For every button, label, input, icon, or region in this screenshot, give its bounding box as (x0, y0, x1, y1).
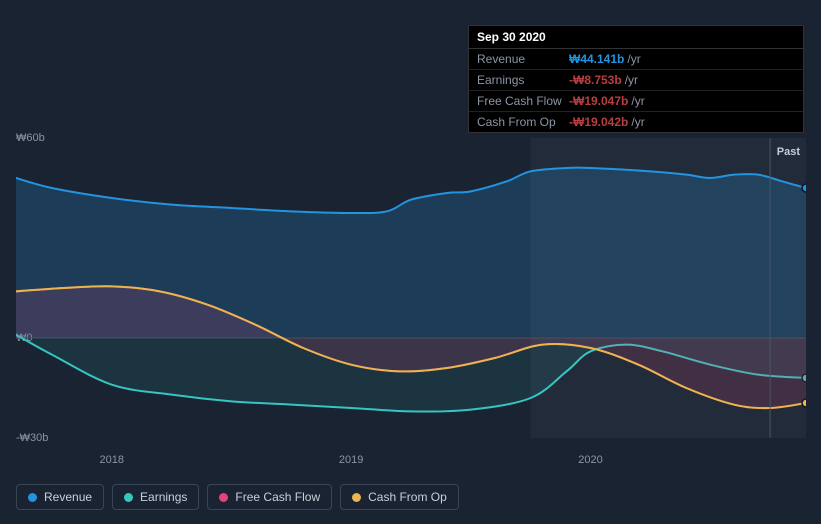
tooltip-date: Sep 30 2020 (469, 26, 803, 49)
tooltip-row-label: Free Cash Flow (477, 94, 569, 108)
tooltip-row-label: Earnings (477, 73, 569, 87)
tooltip-row-value: -₩8.753b (569, 73, 622, 87)
tooltip-row-value: -₩19.042b (569, 115, 628, 129)
legend-item-label: Cash From Op (368, 490, 447, 504)
x-axis-tick: 2018 (100, 454, 124, 466)
legend-item-label: Free Cash Flow (235, 490, 320, 504)
legend-item-label: Revenue (44, 490, 92, 504)
tooltip-row-suffix: /yr (631, 115, 644, 129)
tooltip-row-value: -₩19.047b (569, 94, 628, 108)
legend-item-revenue[interactable]: Revenue (16, 484, 104, 510)
legend-item-fcf[interactable]: Free Cash Flow (207, 484, 332, 510)
tooltip-row-label: Revenue (477, 52, 569, 66)
legend-item-label: Earnings (140, 490, 187, 504)
legend-item-cfo[interactable]: Cash From Op (340, 484, 459, 510)
tooltip-row: Cash From Op-₩19.042b/yr (469, 112, 803, 132)
series-end-marker-revenue (802, 184, 806, 192)
tooltip-row: Free Cash Flow-₩19.047b/yr (469, 91, 803, 112)
earnings-revenue-chart: ₩60b₩0-₩30b Past 201820192020 (16, 118, 806, 488)
legend-dot-icon (124, 493, 133, 502)
legend-item-earnings[interactable]: Earnings (112, 484, 199, 510)
legend-dot-icon (219, 493, 228, 502)
legend-dot-icon (352, 493, 361, 502)
chart-plot-area[interactable] (16, 138, 806, 438)
chart-legend: Revenue Earnings Free Cash Flow Cash From O… (16, 484, 459, 510)
chart-tooltip: Sep 30 2020 Revenue₩44.141b/yrEarnings-₩… (468, 25, 804, 133)
tooltip-row-suffix: /yr (631, 94, 644, 108)
x-axis-tick: 2020 (578, 454, 602, 466)
tooltip-row-suffix: /yr (625, 73, 638, 87)
tooltip-row-label: Cash From Op (477, 115, 569, 129)
tooltip-row: Revenue₩44.141b/yr (469, 49, 803, 70)
tooltip-row-value: ₩44.141b (569, 52, 624, 66)
x-axis-tick: 2019 (339, 454, 363, 466)
legend-dot-icon (28, 493, 37, 502)
series-end-marker-cfo (802, 399, 806, 407)
tooltip-row: Earnings-₩8.753b/yr (469, 70, 803, 91)
tooltip-row-suffix: /yr (627, 52, 640, 66)
